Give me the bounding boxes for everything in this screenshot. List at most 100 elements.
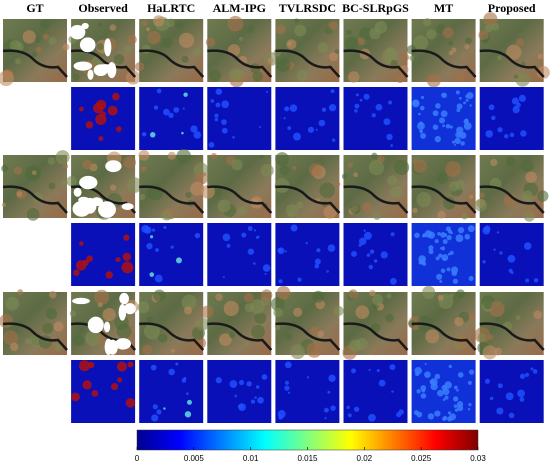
texture — [437, 210, 446, 219]
texture — [516, 38, 524, 47]
error-blob — [250, 399, 256, 404]
column-header: Proposed — [488, 1, 536, 15]
texture — [94, 289, 110, 305]
texture — [371, 152, 378, 159]
error-blob — [105, 271, 113, 279]
error-blob — [358, 237, 367, 245]
texture — [205, 37, 216, 48]
texture — [260, 289, 273, 301]
error-blob — [416, 389, 421, 394]
texture — [69, 310, 77, 317]
error-blob — [183, 92, 188, 97]
texture — [228, 331, 236, 339]
error-blob — [463, 101, 466, 105]
texture — [153, 15, 165, 27]
error-blob — [445, 124, 451, 129]
error-blob — [460, 141, 465, 146]
error-blob — [262, 264, 271, 272]
texture — [451, 47, 457, 53]
texture — [285, 204, 299, 217]
error-blob — [482, 226, 491, 235]
error-blob — [221, 119, 227, 125]
error-blob — [525, 278, 530, 283]
error-blob — [215, 88, 223, 95]
error-blob — [226, 244, 231, 248]
texture — [15, 58, 21, 65]
error-blob — [284, 250, 287, 253]
texture — [146, 316, 154, 323]
error-blob — [354, 103, 360, 109]
texture — [306, 342, 323, 358]
error-blob — [420, 132, 427, 139]
texture — [9, 342, 19, 352]
texture — [73, 335, 85, 347]
error-map — [71, 360, 136, 423]
image-tile — [66, 151, 143, 220]
error-blob — [283, 117, 286, 120]
texture — [275, 24, 286, 35]
error-blob — [125, 398, 136, 408]
error-blob — [117, 377, 123, 383]
texture — [141, 44, 151, 54]
error-blob — [358, 243, 362, 247]
error-blob — [284, 361, 292, 369]
error-map — [207, 87, 272, 150]
error-blob — [440, 110, 448, 118]
error-blob — [261, 374, 268, 380]
texture — [437, 294, 444, 301]
texture — [341, 173, 348, 180]
error-blob — [424, 371, 431, 379]
column-header: BC-SLRpGS — [342, 1, 409, 15]
texture — [293, 307, 303, 317]
error-blob — [151, 414, 159, 422]
error-blob — [497, 383, 503, 389]
texture — [244, 292, 254, 303]
error-map — [139, 360, 204, 423]
error-blob — [421, 388, 426, 393]
texture — [385, 313, 394, 323]
texture — [171, 348, 176, 353]
error-blob — [507, 254, 516, 263]
texture — [143, 323, 160, 340]
error-blob — [347, 413, 352, 418]
error-bg — [207, 360, 272, 423]
error-blob — [363, 231, 372, 240]
river — [207, 49, 273, 78]
texture — [140, 166, 147, 172]
error-blob — [484, 378, 490, 384]
error-map — [275, 360, 340, 423]
error-blob — [208, 141, 215, 148]
error-blob — [450, 231, 453, 235]
error-blob — [411, 99, 420, 108]
image-tile — [0, 18, 70, 86]
error-blob — [278, 279, 283, 284]
texture — [461, 212, 469, 220]
missing — [73, 61, 93, 71]
error-blob — [508, 412, 515, 419]
error-blob — [523, 242, 532, 250]
error-blob — [435, 256, 440, 261]
texture — [515, 72, 530, 87]
error-blob — [85, 121, 94, 129]
missing — [72, 297, 90, 305]
error-bg — [479, 223, 544, 286]
error-blob — [496, 231, 500, 234]
column-header: ALM-IPG — [213, 1, 266, 15]
error-blob — [363, 229, 366, 232]
texture — [35, 46, 42, 53]
texture — [294, 24, 307, 37]
texture — [416, 192, 432, 208]
error-bg — [139, 87, 204, 150]
error-blob — [316, 248, 321, 253]
texture — [334, 49, 340, 54]
texture — [123, 156, 136, 169]
texture — [503, 193, 518, 208]
texture — [484, 24, 493, 33]
error-map — [479, 223, 544, 286]
texture — [523, 210, 536, 222]
error-blob — [194, 232, 201, 239]
error-blob — [464, 233, 471, 240]
error-blob — [354, 109, 358, 113]
missing — [73, 187, 82, 197]
texture — [449, 293, 454, 298]
